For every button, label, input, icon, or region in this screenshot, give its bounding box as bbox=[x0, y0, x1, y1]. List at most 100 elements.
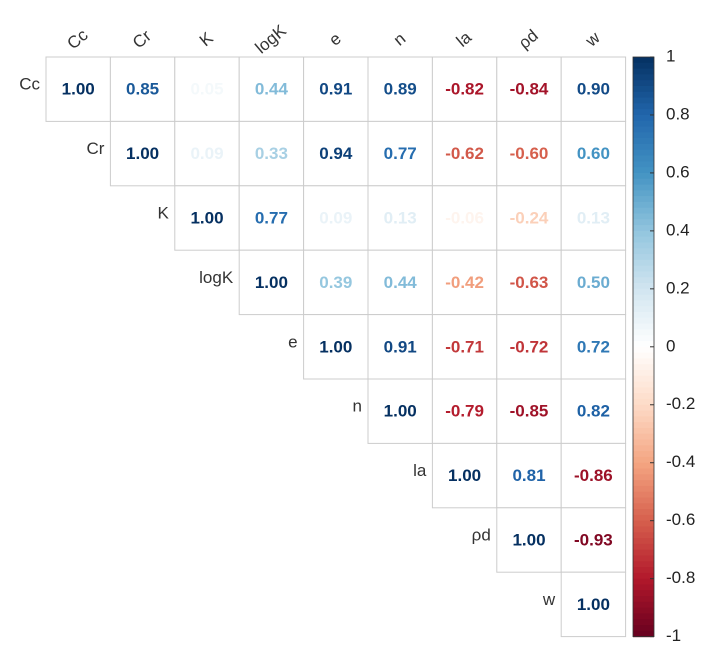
colorbar-segment bbox=[633, 561, 654, 568]
cell-value: -0.24 bbox=[510, 208, 549, 227]
cell bbox=[431, 185, 498, 251]
colorbar-segment bbox=[633, 341, 654, 348]
cell bbox=[560, 378, 627, 444]
colorbar-tick-label: 0 bbox=[666, 336, 675, 355]
colorbar-tick-label: 1 bbox=[666, 46, 675, 65]
colorbar-segment bbox=[633, 509, 654, 516]
colorbar-segment bbox=[633, 155, 654, 162]
colorbar-tick-label: 0.2 bbox=[666, 278, 690, 297]
colorbar-segment bbox=[633, 538, 654, 545]
colorbar-segment bbox=[633, 161, 654, 168]
colorbar-segment bbox=[633, 219, 654, 226]
cell-value: 1.00 bbox=[319, 337, 352, 356]
cell-value: 0.33 bbox=[255, 144, 288, 163]
row-label: la bbox=[413, 461, 427, 480]
colorbar-segment bbox=[633, 132, 654, 139]
colorbar-tick-label: -0.2 bbox=[666, 394, 695, 413]
cell-value: 0.91 bbox=[384, 337, 417, 356]
column-label: n bbox=[390, 29, 409, 50]
colorbar-segment bbox=[633, 543, 654, 551]
cell bbox=[496, 249, 562, 316]
colorbar-segment bbox=[633, 300, 654, 307]
cell bbox=[496, 378, 562, 444]
cell bbox=[496, 56, 562, 122]
colorbar-segment bbox=[633, 514, 654, 522]
row-label: K bbox=[157, 203, 169, 222]
colorbar-segment bbox=[633, 306, 654, 313]
colorbar-segment bbox=[633, 80, 654, 87]
cell-value: 0.05 bbox=[190, 80, 223, 99]
column-label: Cc bbox=[63, 25, 92, 53]
colorbar-segment bbox=[633, 271, 654, 278]
colorbar-segment bbox=[633, 456, 654, 464]
colorbar-tick-label: 0.4 bbox=[666, 220, 690, 239]
cell bbox=[238, 56, 305, 122]
colorbar-segment bbox=[633, 393, 654, 400]
cell-value: 0.44 bbox=[384, 273, 418, 292]
colorbar-segment bbox=[633, 427, 654, 435]
cell-value: 0.39 bbox=[319, 273, 352, 292]
colorbar-segment bbox=[633, 143, 654, 151]
column-label: Cr bbox=[129, 26, 155, 52]
cell-value: 1.00 bbox=[126, 144, 159, 163]
colorbar-segment bbox=[633, 236, 654, 244]
colorbar-segment bbox=[633, 381, 654, 388]
cell-value: 0.77 bbox=[384, 144, 417, 163]
cell-value: 0.13 bbox=[577, 208, 610, 227]
colorbar-segment bbox=[633, 149, 654, 157]
colorbar-segment bbox=[633, 190, 654, 197]
cell-value: 0.50 bbox=[577, 273, 610, 292]
colorbar-segment bbox=[633, 590, 654, 597]
colorbar-segment bbox=[633, 254, 654, 261]
colorbar-segment bbox=[633, 288, 654, 296]
colorbar-segment bbox=[633, 283, 654, 290]
colorbar-segment bbox=[633, 369, 654, 377]
colorbar-segment bbox=[633, 572, 654, 580]
column-label: la bbox=[453, 27, 476, 50]
colorbar-segment bbox=[633, 68, 654, 75]
colorbar-tick-label: 0.6 bbox=[666, 162, 690, 181]
colorbar-segment bbox=[633, 294, 654, 302]
cell bbox=[560, 120, 627, 187]
cell bbox=[109, 56, 176, 122]
cell-value: -0.60 bbox=[510, 144, 549, 163]
colorbar-segment bbox=[633, 109, 654, 116]
colorbar-segment bbox=[633, 352, 654, 359]
colorbar-segment bbox=[633, 213, 654, 220]
column-label: logK bbox=[252, 21, 291, 58]
colorbar-segment bbox=[633, 549, 654, 557]
colorbar-segment bbox=[633, 474, 654, 481]
colorbar-segment bbox=[633, 358, 654, 365]
cell bbox=[238, 249, 305, 316]
colorbar-tick-label: -0.6 bbox=[666, 510, 695, 529]
colorbar-segment bbox=[633, 520, 654, 528]
colorbar-segment bbox=[633, 596, 654, 603]
cell bbox=[560, 571, 627, 638]
column-label: K bbox=[196, 28, 217, 50]
column-label: ρd bbox=[515, 26, 542, 53]
colorbar-segment bbox=[633, 207, 654, 215]
colorbar-tick-label: 0.8 bbox=[666, 104, 690, 123]
cell-value: -0.86 bbox=[574, 466, 613, 485]
colorbar-segment bbox=[633, 178, 654, 186]
cell-value: -0.84 bbox=[510, 80, 549, 99]
cell-value: 0.44 bbox=[255, 80, 289, 99]
colorbar-segment bbox=[633, 462, 654, 470]
colorbar-segment bbox=[633, 567, 654, 574]
cell-value: 0.82 bbox=[577, 402, 610, 421]
cell bbox=[367, 378, 433, 444]
cell bbox=[560, 442, 627, 509]
colorbar-segment bbox=[633, 584, 654, 591]
cell-value: 0.85 bbox=[126, 80, 159, 99]
cell-value: 0.89 bbox=[384, 80, 417, 99]
colorbar-segment bbox=[633, 114, 654, 122]
cell bbox=[431, 378, 498, 444]
cell bbox=[367, 185, 433, 251]
cell-value: -0.63 bbox=[510, 273, 549, 292]
cell-value: 0.72 bbox=[577, 337, 610, 356]
colorbar-segment bbox=[633, 317, 654, 325]
cell-value: -0.93 bbox=[574, 530, 613, 549]
colorbar-segment bbox=[633, 398, 654, 406]
cell-value: -0.06 bbox=[445, 208, 484, 227]
